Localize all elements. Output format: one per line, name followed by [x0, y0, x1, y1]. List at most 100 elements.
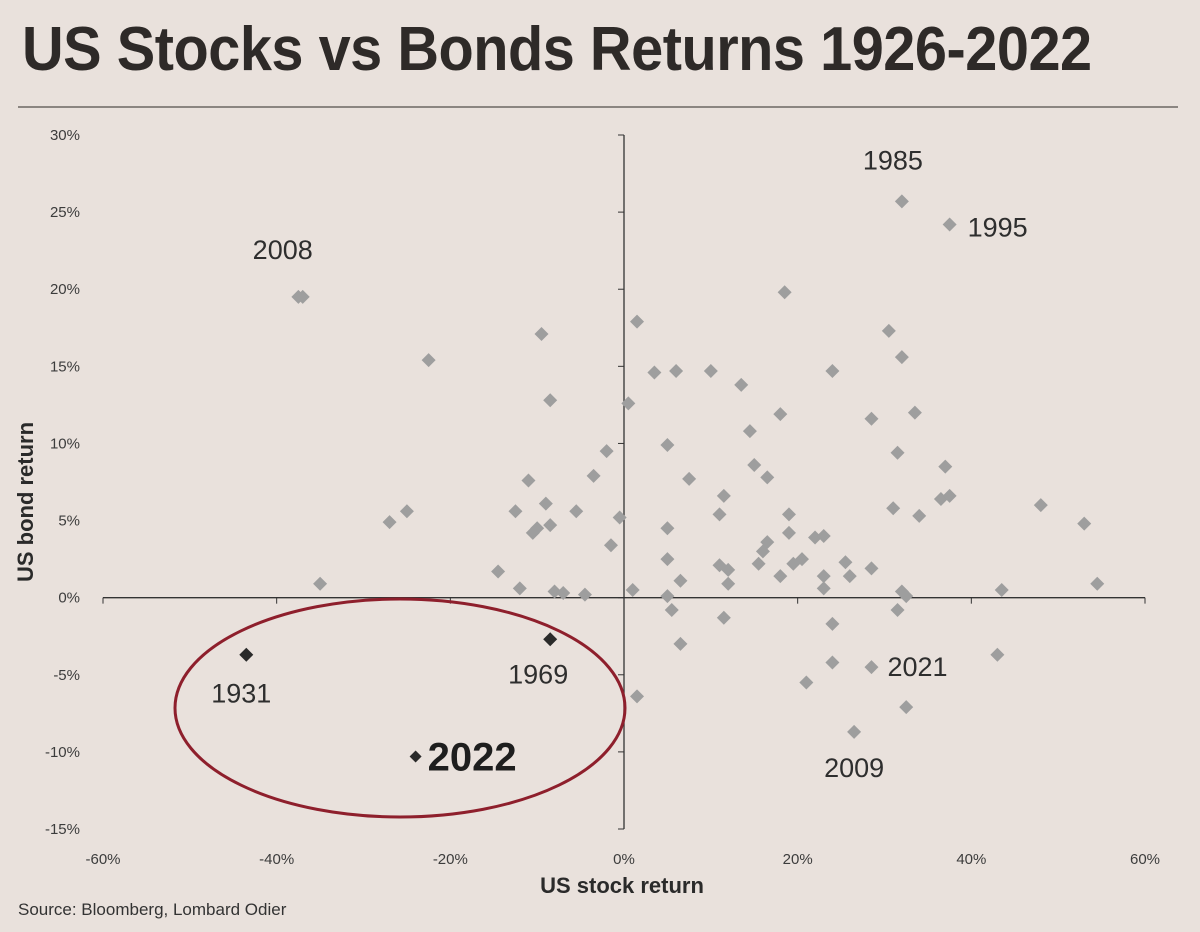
data-point — [799, 675, 814, 690]
data-point — [621, 396, 636, 411]
data-point — [886, 501, 901, 516]
annotated-point-1969 — [543, 632, 558, 647]
data-point — [838, 555, 853, 570]
year-annotations: 2008 1985 1995 2021 2009 1931 1969 2022 — [211, 145, 1027, 783]
data-point — [625, 582, 640, 597]
tick-group: -60% -40% -20% 0% 20% 40% 60% 30% 25% 20% 15% 10% 5%… — [45, 127, 1160, 868]
data-point — [669, 363, 684, 378]
data-point — [599, 444, 614, 459]
data-point — [907, 405, 922, 420]
data-point — [781, 525, 796, 540]
year-label-1969: 1969 — [508, 659, 568, 689]
data-point — [660, 589, 675, 604]
y-tick-label: 20% — [50, 281, 80, 298]
data-point — [721, 576, 736, 591]
data-point — [673, 636, 688, 651]
y-tick-label: -5% — [53, 667, 80, 684]
chart-title: US Stocks vs Bonds Returns 1926-2022 — [22, 15, 1092, 84]
x-tick-label: 20% — [783, 851, 813, 868]
year-label-1985: 1985 — [863, 145, 923, 175]
data-point — [760, 470, 775, 485]
scatter-plot: -60% -40% -20% 0% 20% 40% 60% 30% 25% 20% 15% 10% 5%… — [13, 127, 1160, 898]
data-point — [816, 528, 831, 543]
data-point — [512, 581, 527, 596]
title-divider — [18, 106, 1178, 108]
data-point — [556, 586, 571, 601]
data-point — [421, 353, 436, 368]
x-tick-label: 40% — [956, 851, 986, 868]
data-point — [399, 504, 414, 519]
data-point — [647, 365, 662, 380]
x-tick-label: -40% — [259, 851, 294, 868]
data-point — [660, 437, 675, 452]
data-point — [543, 393, 558, 408]
y-tick-label: 30% — [50, 127, 80, 144]
data-point — [747, 458, 762, 473]
data-point — [382, 515, 397, 530]
data-point — [612, 510, 627, 525]
data-point — [994, 582, 1009, 597]
y-tick-label: 0% — [58, 590, 80, 607]
data-point — [491, 564, 506, 579]
data-point — [890, 603, 905, 618]
data-point — [734, 377, 749, 392]
annotated-point-1931 — [239, 647, 254, 662]
data-points — [291, 285, 1105, 715]
data-point — [721, 562, 736, 577]
annotated-point-1995 — [942, 217, 957, 232]
data-point — [543, 518, 558, 533]
data-point — [630, 314, 645, 329]
source-note: Source: Bloomberg, Lombard Odier — [18, 900, 287, 919]
data-point — [773, 569, 788, 584]
y-tick-label: -10% — [45, 744, 80, 761]
annotated-point-2021 — [864, 660, 879, 675]
y-tick-label: 10% — [50, 435, 80, 452]
data-point — [912, 508, 927, 523]
data-point — [816, 569, 831, 584]
year-label-2009: 2009 — [824, 753, 884, 783]
data-point — [864, 411, 879, 426]
annotated-point-1985 — [894, 194, 909, 209]
data-point — [586, 468, 601, 483]
data-point — [1090, 576, 1105, 591]
x-tick-label: -60% — [85, 851, 120, 868]
annotated-point-2008 — [295, 289, 310, 304]
data-point — [899, 589, 914, 604]
year-label-2021: 2021 — [887, 652, 947, 682]
data-point — [760, 535, 775, 550]
data-point — [881, 323, 896, 338]
data-point — [990, 647, 1005, 662]
data-point — [521, 473, 536, 488]
data-point — [773, 407, 788, 422]
y-axis-title: US bond return — [13, 422, 38, 582]
data-point — [712, 507, 727, 522]
x-tick-label: 60% — [1130, 851, 1160, 868]
data-point — [660, 521, 675, 536]
data-point — [864, 561, 879, 576]
data-point — [938, 459, 953, 474]
x-tick-label: -20% — [433, 851, 468, 868]
data-point — [530, 521, 545, 536]
data-point — [825, 655, 840, 670]
data-point — [842, 569, 857, 584]
year-label-1995: 1995 — [968, 212, 1028, 242]
data-point — [703, 363, 718, 378]
data-point — [781, 507, 796, 522]
data-point — [534, 326, 549, 341]
data-point — [751, 556, 766, 571]
data-point — [577, 587, 592, 602]
data-point — [664, 603, 679, 618]
annotated-point-2022 — [409, 750, 422, 763]
data-point — [777, 285, 792, 300]
data-point — [816, 581, 831, 596]
year-label-2008: 2008 — [253, 235, 313, 265]
data-point — [1033, 498, 1048, 513]
data-point — [890, 445, 905, 460]
highlight-ellipse — [173, 597, 627, 819]
year-label-2022: 2022 — [428, 736, 517, 780]
data-point — [894, 350, 909, 365]
data-point — [508, 504, 523, 519]
data-point — [603, 538, 618, 553]
data-point — [682, 471, 697, 486]
